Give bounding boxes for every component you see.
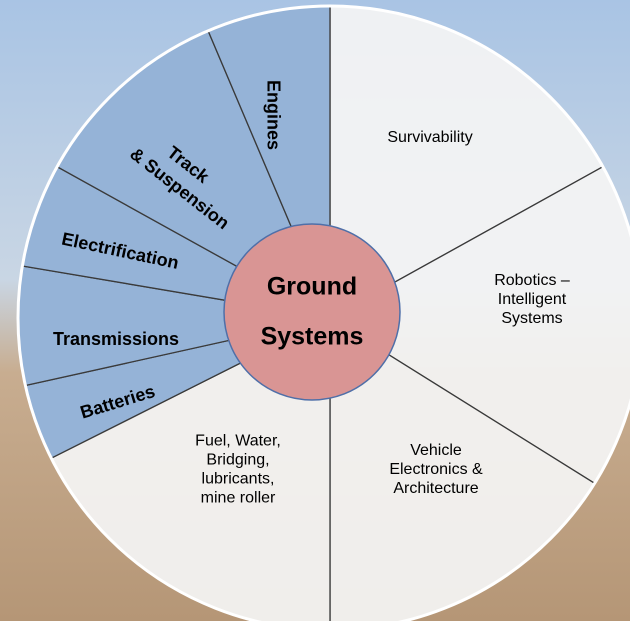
center-circle (224, 224, 400, 400)
segment-label-line: lubricants, (202, 471, 275, 488)
segment-label: Engines (263, 80, 283, 150)
segment-label-line: Survivability (387, 129, 472, 146)
segment-label-line: Architecture (393, 480, 478, 497)
segment-label-line: Systems (501, 310, 562, 327)
diagram: Survivability Robotics – Intelligent System… (0, 0, 630, 621)
segment-label-line: mine roller (201, 490, 276, 507)
segment-label-line: Intelligent (498, 291, 567, 308)
segment-label: Robotics – Intelligent Systems (494, 272, 570, 327)
segment-label: Transmissions (53, 329, 179, 349)
segment-label-line: Fuel, Water, (195, 433, 281, 450)
segment-label-line: Engines (263, 80, 283, 150)
segment-label-line: Electronics & (389, 461, 483, 478)
segment-label-line: Bridging, (206, 452, 269, 469)
center-label: Systems (261, 323, 364, 351)
segment-label: Survivability (387, 129, 472, 146)
segment-label-line: Transmissions (53, 329, 179, 349)
segment-label-line: Vehicle (410, 442, 462, 459)
segment-label-line: Robotics – (494, 272, 570, 289)
center-label: Ground (267, 273, 357, 301)
